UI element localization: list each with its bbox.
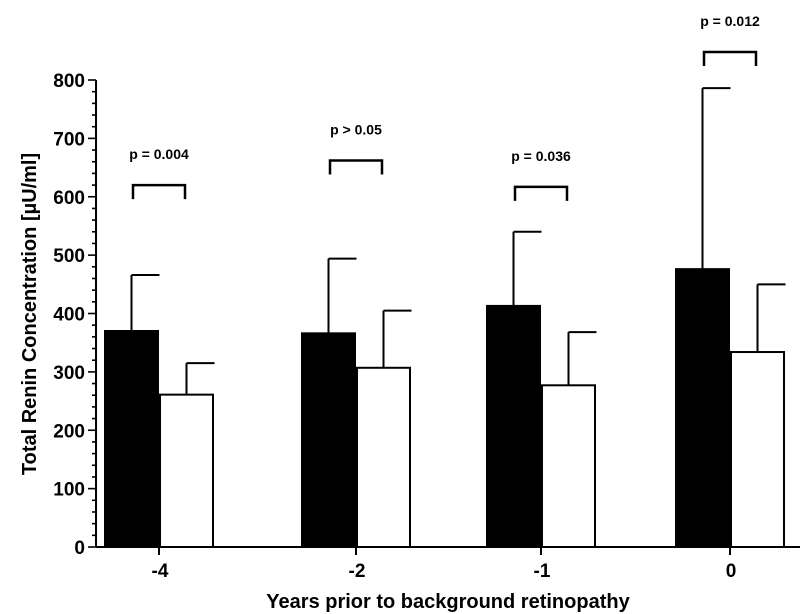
bar-s1-0 [104,330,159,549]
bar-s2-1 [356,366,411,548]
significance-bracket [702,50,758,66]
p-value-label: p = 0.036 [511,148,571,164]
x-tick-label: -1 [534,561,551,582]
significance-bracket [328,159,384,175]
y-tick-label: 600 [53,188,85,209]
y-tick-label: 0 [74,538,85,559]
y-tick-label: 500 [53,246,85,267]
bar-s1-3 [675,268,730,548]
p-value-label: p = 0.012 [700,13,760,29]
y-tick-label: 200 [53,421,85,442]
y-tick-label: 800 [53,71,85,92]
bar-s2-3 [730,351,785,548]
bar-s2-0 [159,393,214,548]
p-value-label: p > 0.05 [330,122,382,138]
significance-bracket [513,185,569,201]
bar-s2-2 [541,384,596,548]
y-tick-label: 300 [53,363,85,384]
y-tick-label: 700 [53,129,85,150]
bar-s1-2 [486,304,541,548]
x-axis-title: Years prior to background retinopathy [266,591,630,613]
x-tick-label: -4 [152,561,169,582]
x-tick-label: 0 [726,561,737,582]
y-tick-label: 100 [53,480,85,501]
p-value-label: p = 0.004 [129,146,189,162]
y-tick-label: 400 [53,305,85,326]
significance-bracket [131,183,187,200]
bar-s1-1 [301,332,356,548]
x-tick-label: -2 [349,561,366,582]
y-axis-title: Total Renin Concentration [µU/ml] [19,153,41,475]
